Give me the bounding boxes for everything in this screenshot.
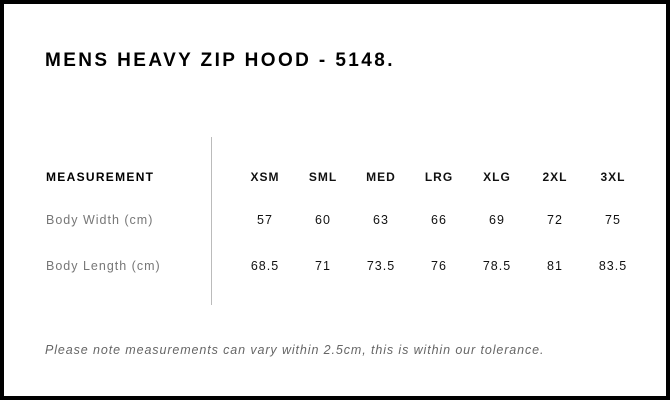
- body-width-cell: 66: [431, 213, 447, 227]
- size-header: SML: [308, 170, 338, 184]
- body-length-cell: 78.5: [482, 259, 512, 273]
- size-header: XSM: [250, 170, 280, 184]
- size-header: 3XL: [600, 170, 626, 184]
- body-length-cell: 76: [431, 259, 447, 273]
- body-length-cell: 83.5: [598, 259, 628, 273]
- body-width-cell: 57: [257, 213, 273, 227]
- body-width-cell: 69: [489, 213, 505, 227]
- size-header: 2XL: [542, 170, 568, 184]
- body-length-cell: 73.5: [366, 259, 396, 273]
- measurement-header: MEASUREMENT: [46, 170, 155, 184]
- body-length-cell: 81: [547, 259, 563, 273]
- row-label-body-length: Body Length (cm): [46, 259, 161, 273]
- size-header: XLG: [483, 170, 511, 184]
- body-width-cell: 72: [547, 213, 563, 227]
- body-width-cell: 75: [605, 213, 621, 227]
- body-length-cell: 71: [315, 259, 331, 273]
- body-width-cell: 60: [315, 213, 331, 227]
- body-width-cell: 63: [373, 213, 389, 227]
- row-label-body-width: Body Width (cm): [46, 213, 154, 227]
- body-length-cell: 68.5: [250, 259, 280, 273]
- size-header: MED: [366, 170, 396, 184]
- column-divider: [211, 137, 212, 305]
- page-title: MENS HEAVY ZIP HOOD - 5148.: [45, 50, 395, 71]
- tolerance-note: Please note measurements can vary within…: [45, 343, 545, 357]
- size-header: LRG: [424, 170, 454, 184]
